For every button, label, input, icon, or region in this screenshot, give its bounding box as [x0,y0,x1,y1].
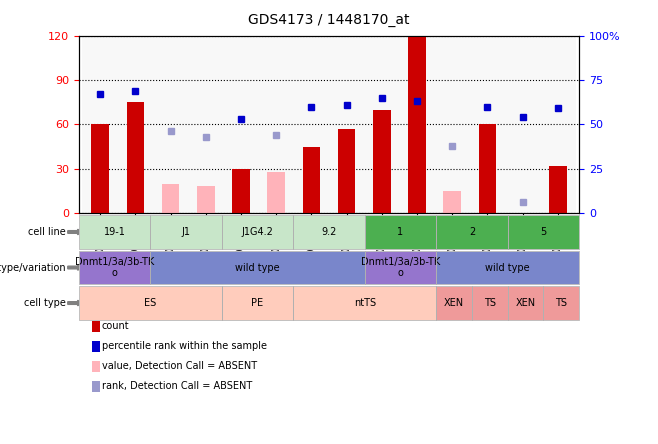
Text: 1: 1 [397,227,403,237]
Bar [338,129,355,213]
Text: ntTS: ntTS [353,298,376,308]
Text: 19-1: 19-1 [104,227,126,237]
Text: wild type: wild type [236,262,280,273]
Bar [408,36,426,213]
Text: J1: J1 [182,227,191,237]
Bar [126,102,144,213]
Text: TS: TS [484,298,495,308]
Text: count: count [102,321,130,331]
Bar [293,36,329,213]
Text: PE: PE [251,298,264,308]
Bar [540,36,576,213]
Text: value, Detection Call = ABSENT: value, Detection Call = ABSENT [102,361,257,371]
Bar [549,166,567,213]
Bar [91,124,109,213]
Text: rank, Detection Call = ABSENT: rank, Detection Call = ABSENT [102,381,252,391]
Bar [365,36,399,213]
Bar [443,191,461,213]
Bar [470,36,505,213]
Bar [303,147,320,213]
Bar [505,36,540,213]
Text: Dnmt1/3a/3b-TK
o: Dnmt1/3a/3b-TK o [75,257,155,278]
Bar [267,172,285,213]
Bar [197,186,215,213]
Bar [478,124,496,213]
Bar [329,36,365,213]
Bar [373,110,391,213]
Text: 5: 5 [540,227,546,237]
Bar [232,169,250,213]
Text: TS: TS [555,298,567,308]
Bar [162,183,180,213]
Text: XEN: XEN [444,298,464,308]
Text: wild type: wild type [486,262,530,273]
Bar [188,36,223,213]
Bar [223,36,259,213]
Text: 2: 2 [468,227,475,237]
Text: 9.2: 9.2 [321,227,337,237]
Bar [259,36,293,213]
Text: ES: ES [144,298,157,308]
Bar [82,36,118,213]
Text: percentile rank within the sample: percentile rank within the sample [102,341,267,351]
Text: cell type: cell type [24,298,66,308]
Text: GDS4173 / 1448170_at: GDS4173 / 1448170_at [248,13,410,28]
Bar [435,36,470,213]
Text: XEN: XEN [515,298,536,308]
Text: J1G4.2: J1G4.2 [241,227,274,237]
Text: Dnmt1/3a/3b-TK
o: Dnmt1/3a/3b-TK o [361,257,440,278]
Text: cell line: cell line [28,227,66,237]
Bar [118,36,153,213]
Bar [399,36,435,213]
Bar [153,36,188,213]
Text: genotype/variation: genotype/variation [0,262,66,273]
